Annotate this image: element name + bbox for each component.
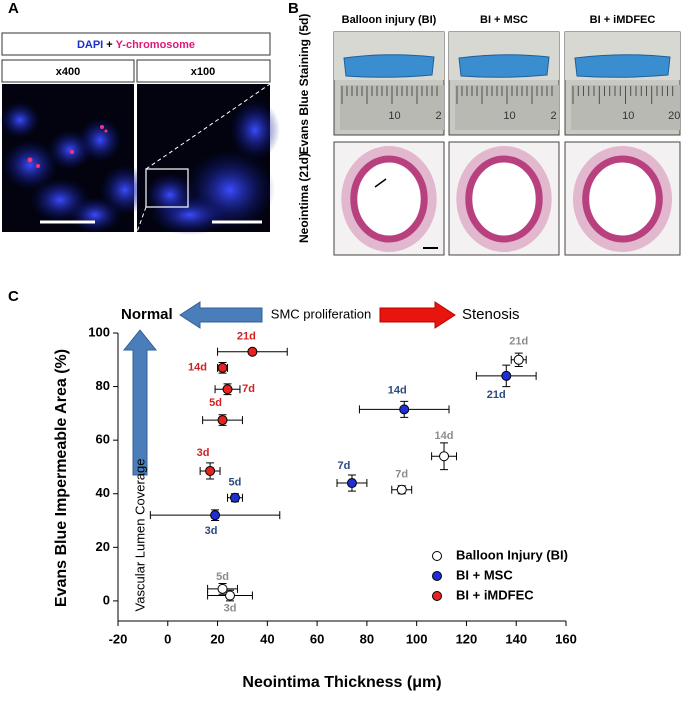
- row-label: Neointima (21d): [297, 153, 311, 243]
- point: [346, 478, 357, 489]
- point-label: 21d: [487, 389, 506, 401]
- point: [217, 362, 228, 373]
- evans-blue-photo: [564, 31, 681, 136]
- x-tick-label: 40: [260, 631, 274, 646]
- arrow-up: [122, 329, 158, 476]
- point: [217, 583, 228, 594]
- point-label: 5d: [209, 397, 222, 409]
- micrograph: [136, 83, 280, 235]
- y-tick-label: 60: [96, 432, 110, 447]
- point-label: 7d: [395, 469, 408, 481]
- mag-box: [136, 59, 271, 83]
- x-tick-label: 120: [456, 631, 478, 646]
- x-tick-label: 140: [505, 631, 527, 646]
- mag-box: [1, 59, 135, 83]
- point-label: 7d: [242, 383, 255, 395]
- point: [217, 415, 228, 426]
- y-tick-label: 40: [96, 485, 110, 500]
- x-tick-label: 60: [310, 631, 324, 646]
- x-tick-label: 80: [360, 631, 374, 646]
- ruler-label: 10: [622, 110, 634, 122]
- magnification: x100: [191, 66, 215, 78]
- ruler-label: 20: [668, 110, 680, 122]
- point-label: 3d: [197, 447, 210, 459]
- point: [399, 404, 410, 415]
- neointima-section: [333, 141, 445, 256]
- legend-marker: [432, 551, 442, 561]
- point: [222, 384, 233, 395]
- point-label: 3d: [205, 525, 218, 537]
- point: [210, 510, 221, 521]
- point: [501, 370, 512, 381]
- x-tick-label: 100: [406, 631, 428, 646]
- neointima-section: [448, 141, 560, 256]
- point: [439, 451, 450, 462]
- point-label: 21d: [509, 336, 528, 348]
- point-label: 5d: [216, 571, 229, 583]
- y-tick-label: 80: [96, 378, 110, 393]
- y-tick-label: 20: [96, 539, 110, 554]
- x-tick-label: -20: [109, 631, 128, 646]
- legend-label: BI + iMDFEC: [456, 587, 534, 602]
- magnification: x400: [56, 66, 80, 78]
- point: [513, 354, 524, 365]
- point-label: 5d: [229, 477, 242, 489]
- point: [247, 346, 258, 357]
- header-box: [1, 32, 271, 56]
- annotation: Vascular Lumen Coverage: [132, 459, 147, 612]
- micrograph: [0, 84, 150, 233]
- annotation: SMC proliferation: [271, 306, 371, 321]
- panel-label: C: [8, 288, 19, 305]
- point: [229, 492, 240, 503]
- y-tick-label: 0: [103, 592, 110, 607]
- legend-marker: [432, 571, 442, 581]
- point-label: 14d: [435, 430, 454, 442]
- panel-label: B: [288, 0, 299, 17]
- point: [396, 484, 407, 495]
- row-label: Evans Blue Staining (5d): [297, 14, 311, 155]
- arrow-left: [179, 301, 263, 329]
- point-label: 7d: [338, 460, 351, 472]
- x-tick-label: 0: [164, 631, 171, 646]
- point-label: 14d: [188, 362, 207, 374]
- ruler-label: 2: [435, 110, 441, 122]
- point: [225, 590, 235, 601]
- x-tick-label: 160: [555, 631, 577, 646]
- column-label: BI + iMDFEC: [590, 14, 656, 26]
- point-label: 3d: [224, 602, 237, 614]
- annotation: Normal: [121, 306, 173, 323]
- legend-label: BI + MSC: [456, 567, 513, 582]
- stain-title: DAPI + Y-chromosome: [77, 39, 195, 51]
- ruler-label: 10: [388, 110, 400, 122]
- pointer: [374, 178, 387, 188]
- ruler-label: 2: [550, 110, 556, 122]
- x-axis-label: Neointima Thickness (μm): [242, 674, 441, 691]
- point: [205, 465, 216, 476]
- panel-label: A: [8, 0, 19, 17]
- column-label: BI + MSC: [480, 14, 528, 26]
- neointima-section: [564, 141, 681, 256]
- evans-blue-photo: [333, 31, 445, 136]
- annotation: Stenosis: [462, 306, 520, 323]
- y-axis-label: Evans Blue Impermeable Area (%): [53, 349, 70, 607]
- x-tick-label: 20: [210, 631, 224, 646]
- legend-label: Balloon Injury (BI): [456, 547, 568, 562]
- evans-blue-photo: [448, 31, 560, 136]
- legend-marker: [432, 591, 442, 601]
- arrow-right: [379, 301, 456, 329]
- ruler-label: 10: [503, 110, 515, 122]
- point-label: 21d: [237, 331, 256, 343]
- y-tick-label: 100: [88, 324, 110, 339]
- column-label: Balloon injury (BI): [342, 14, 437, 26]
- point-label: 14d: [388, 384, 407, 396]
